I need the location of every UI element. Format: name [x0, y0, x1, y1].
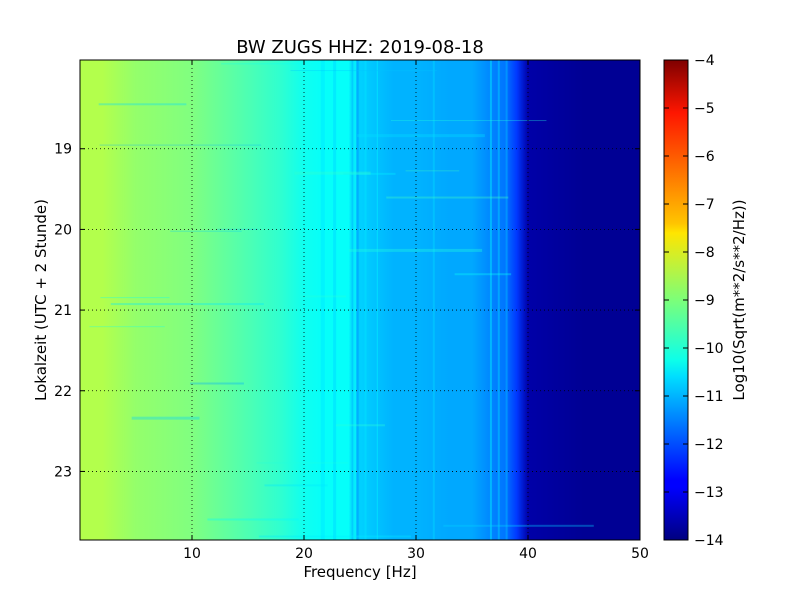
- spectral-line-2: [353, 60, 357, 540]
- y-tick-label: 22: [54, 384, 72, 400]
- time-band-16: [89, 326, 165, 328]
- colorbar-tick-label: −10: [694, 341, 724, 357]
- colorbar-label: Log10(Sqrt(m**2/s**2/Hz)): [730, 199, 748, 400]
- spectral-line-0: [320, 60, 325, 540]
- x-axis-label: Frequency [Hz]: [303, 563, 416, 581]
- spectral-line-9: [505, 60, 508, 540]
- time-band-20: [390, 120, 547, 122]
- time-band-9: [264, 484, 328, 487]
- y-tick-label: 23: [54, 464, 72, 480]
- spectral-line-7: [489, 60, 492, 540]
- time-band-21: [357, 134, 485, 138]
- x-axis-ticks: 10 20 30 40 50: [183, 60, 649, 562]
- time-band-13: [256, 462, 349, 464]
- colorbar-tick-label: −7: [694, 197, 715, 213]
- colorbar-tick-label: −9: [694, 293, 715, 309]
- time-band-18: [221, 63, 334, 65]
- chart-title: BW ZUGS HHZ: 2019-08-18: [236, 37, 484, 58]
- colorbar-tick-label: −6: [694, 149, 715, 165]
- time-band-11: [98, 103, 187, 106]
- x-tick-label: 30: [407, 546, 425, 562]
- colorbar-tick-label: −5: [694, 101, 715, 117]
- time-band-17: [348, 248, 483, 252]
- spectral-line-6: [432, 60, 435, 540]
- time-band-10: [335, 424, 385, 427]
- time-band-23: [290, 70, 437, 72]
- colorbar-tick-label: −4: [694, 53, 715, 69]
- time-band-0: [299, 295, 346, 298]
- colorbar-tick-label: −14: [694, 533, 724, 549]
- time-band-5: [454, 273, 512, 276]
- y-axis-label: Lokalzeit (UTC + 2 Stunde): [32, 199, 50, 401]
- time-band-4: [99, 144, 262, 146]
- colorbar-ticks: −4 −5 −6 −7 −8 −9 −10 −11 −12 −13 −14: [664, 53, 724, 549]
- spectral-line-5: [376, 60, 378, 540]
- plot-area: [80, 60, 640, 540]
- spectral-line-8: [497, 60, 500, 540]
- spectral-line-3: [356, 60, 359, 540]
- time-band-15: [443, 524, 594, 527]
- colorbar-tick-label: −13: [694, 485, 724, 501]
- time-band-12: [207, 518, 299, 521]
- time-band-7: [294, 171, 371, 175]
- time-band-14: [131, 416, 200, 420]
- plot-frame: [79, 59, 641, 541]
- time-band-6: [190, 382, 244, 385]
- grid-lines: [80, 60, 640, 540]
- spectral-line-4: [364, 60, 367, 540]
- time-band-22: [405, 170, 460, 172]
- time-band-19: [258, 535, 411, 538]
- time-band-25: [170, 230, 242, 232]
- y-tick-label: 20: [54, 222, 72, 238]
- y-tick-label: 21: [54, 303, 72, 319]
- spectrogram-texture: [89, 60, 594, 540]
- time-band-24: [100, 297, 170, 299]
- x-tick-label: 40: [519, 546, 537, 562]
- colorbar-tick-label: −12: [694, 437, 724, 453]
- x-tick-label: 50: [631, 546, 649, 562]
- spectrogram-image: [80, 60, 640, 540]
- x-tick-label: 20: [295, 546, 313, 562]
- time-band-1: [110, 303, 264, 306]
- time-band-8: [217, 228, 259, 230]
- colorbar-tick-label: −8: [694, 245, 715, 261]
- time-band-3: [343, 172, 396, 175]
- y-tick-label: 19: [54, 142, 72, 158]
- time-band-2: [386, 196, 509, 199]
- spectral-line-1: [333, 60, 337, 540]
- x-tick-label: 10: [183, 546, 201, 562]
- y-axis-ticks: 19 20 21 22 23: [54, 142, 640, 480]
- colorbar-tick-label: −11: [694, 389, 724, 405]
